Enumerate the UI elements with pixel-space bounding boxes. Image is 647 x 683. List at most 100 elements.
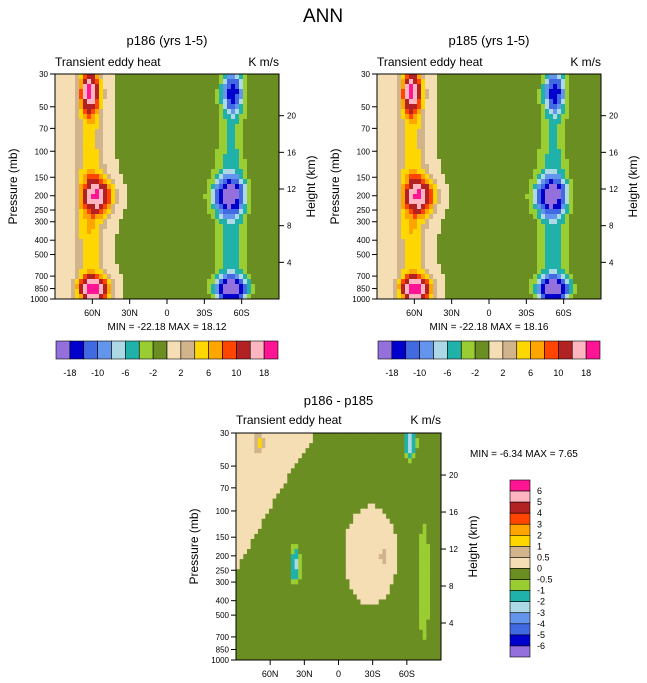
- contour-cell: [175, 94, 180, 100]
- contour-cell: [405, 89, 410, 95]
- contour-cell: [449, 104, 454, 110]
- contour-cell: [405, 234, 410, 240]
- contour-cell: [143, 269, 148, 275]
- contour-cell: [119, 119, 124, 125]
- contour-cell: [569, 119, 574, 125]
- contour-cell: [541, 79, 546, 85]
- contour-cell: [247, 154, 252, 160]
- contour-cell: [231, 164, 236, 170]
- contour-cell: [529, 119, 534, 125]
- contour-cell: [429, 149, 434, 155]
- contour-cell: [545, 79, 550, 85]
- contour-cell: [155, 99, 160, 105]
- contour-cell: [207, 259, 212, 265]
- contour-cell: [385, 94, 390, 100]
- contour-cell: [267, 274, 272, 280]
- contour-cell: [477, 259, 482, 265]
- contour-cell: [123, 114, 128, 120]
- contour-cell: [187, 244, 192, 250]
- contour-cell: [271, 199, 276, 205]
- contour-cell: [63, 104, 68, 110]
- contour-cell: [91, 244, 96, 250]
- x-tick-label: 30N: [121, 308, 138, 318]
- contour-cell: [513, 269, 518, 275]
- contour-cell: [107, 189, 112, 195]
- contour-cell: [135, 214, 140, 220]
- contour-cell: [147, 254, 152, 260]
- contour-cell: [139, 264, 144, 270]
- contour-cell: [263, 229, 268, 235]
- contour-cell: [525, 194, 530, 200]
- contour-cell: [79, 244, 84, 250]
- contour-cell: [115, 139, 120, 145]
- y-tick-label: 500: [35, 251, 49, 260]
- contour-cell: [585, 154, 590, 160]
- contour-cell: [59, 164, 64, 170]
- contour-cell: [207, 254, 212, 260]
- contour-cell: [219, 89, 224, 95]
- contour-cell: [227, 74, 232, 80]
- contour-cell: [83, 249, 88, 255]
- contour-cell: [159, 264, 164, 270]
- contour-cell: [251, 184, 256, 190]
- contour-cell: [537, 164, 542, 170]
- contour-cell: [199, 239, 204, 245]
- contour-cell: [377, 219, 382, 225]
- contour-cell: [263, 279, 268, 285]
- contour-cell: [111, 134, 116, 140]
- contour-cell: [255, 264, 260, 270]
- contour-cell: [593, 219, 598, 225]
- contour-cell: [187, 209, 192, 215]
- contour-cell: [493, 174, 498, 180]
- contour-cell: [75, 144, 80, 150]
- contour-cell: [461, 169, 466, 175]
- contour-cell: [417, 199, 422, 205]
- contour-cell: [267, 264, 272, 270]
- contour-cell: [433, 169, 438, 175]
- contour-cell: [553, 199, 558, 205]
- contour-cell: [537, 139, 542, 145]
- contour-cell: [183, 129, 188, 135]
- contour-cell: [393, 159, 398, 165]
- contour-cell: [259, 104, 264, 110]
- contour-cell: [147, 89, 152, 95]
- contour-cell: [95, 269, 100, 275]
- contour-cell: [537, 144, 542, 150]
- contour-cell: [211, 184, 216, 190]
- contour-cell: [557, 154, 562, 160]
- contour-cell: [123, 139, 128, 145]
- contour-cell: [267, 204, 272, 210]
- contour-cell: [377, 214, 382, 220]
- contour-cell: [131, 139, 136, 145]
- contour-cell: [561, 169, 566, 175]
- contour-cell: [159, 269, 164, 275]
- contour-cell: [247, 289, 252, 295]
- contour-cell: [59, 109, 64, 115]
- contour-cell: [103, 279, 108, 285]
- contour-cell: [577, 254, 582, 260]
- contour-cell: [377, 279, 382, 285]
- contour-cell: [227, 114, 232, 120]
- contour-cell: [91, 259, 96, 265]
- contour-cell: [63, 234, 68, 240]
- contour-cell: [91, 89, 96, 95]
- contour-cell: [235, 239, 240, 245]
- contour-cell: [533, 204, 538, 210]
- contour-cell: [163, 184, 168, 190]
- contour-cell: [397, 264, 402, 270]
- contour-cell: [275, 234, 280, 240]
- contour-cell: [397, 104, 402, 110]
- contour-cell: [433, 129, 438, 135]
- contour-cell: [505, 134, 510, 140]
- contour-cell: [151, 124, 156, 130]
- contour-cell: [473, 204, 478, 210]
- panel-p185: p185 (yrs 1-5)Transient eddy heat K m/s60…: [328, 33, 640, 378]
- contour-cell: [389, 239, 394, 245]
- contour-cell: [183, 164, 188, 170]
- contour-cell: [525, 199, 530, 205]
- contour-cell: [465, 104, 470, 110]
- contour-cell: [207, 164, 212, 170]
- contour-cell: [155, 94, 160, 100]
- contour-cell: [95, 154, 100, 160]
- contour-cell: [143, 234, 148, 240]
